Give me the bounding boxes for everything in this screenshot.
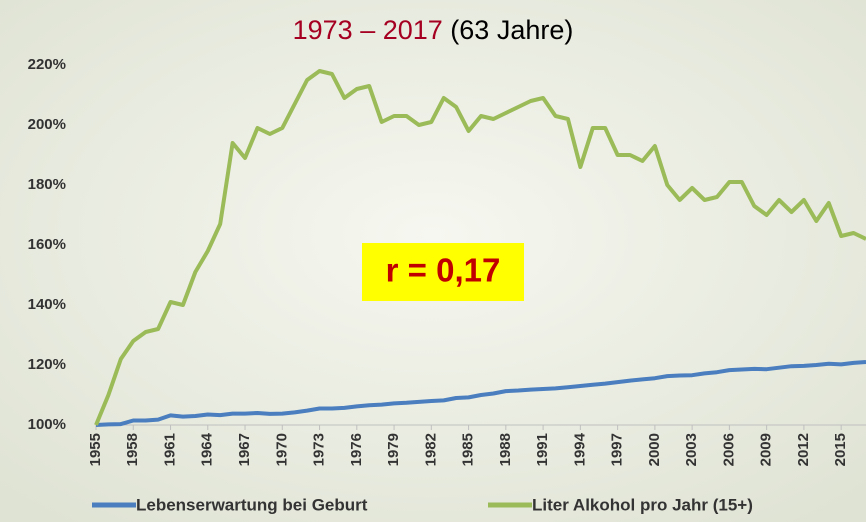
x-tick-label: 2012 [795,433,812,466]
x-tick-label: 2015 [832,433,849,466]
annotation-box [362,243,524,301]
x-tick-label: 1988 [497,433,514,466]
legend-label: Liter Alkohol pro Jahr (15+) [532,495,753,514]
x-tick-label: 2000 [646,433,663,466]
y-tick-label: 200% [28,116,66,133]
y-tick-label: 120% [28,356,66,373]
y-tick-label: 140% [28,296,66,313]
x-tick-label: 2003 [683,433,700,466]
y-tick-label: 160% [28,236,66,253]
x-tick-label: 1958 [124,433,141,466]
chart-title: 1973 – 2017 (63 Jahre) [293,15,574,45]
series-line [94,69,866,426]
x-tick-label: 1970 [273,433,290,466]
x-tick-label: 1964 [199,432,216,466]
x-tick-label: 1997 [609,433,626,466]
series-line [95,360,866,427]
x-tick-label: 1976 [348,433,365,466]
x-tick-label: 1961 [161,433,178,466]
x-tick-label: 1979 [385,433,402,466]
legend-label: Lebenserwartung bei Geburt [136,495,368,514]
annotation: r = 0,17 [386,252,501,289]
x-tick-label: 2009 [758,433,775,466]
y-tick-label: 180% [28,176,66,193]
title-part: 1973 – 2017 [293,15,443,45]
x-tick-label: 1955 [87,433,104,466]
title-part: (63 Jahre) [450,15,573,45]
x-tick-label: 1982 [422,433,439,466]
x-tick-label: 1967 [236,433,253,466]
plot: 100% 120% 140% 160% 180% 200% 220% 1955 1958 1961… [28,56,866,514]
x-tick-label: 1973 [311,433,328,466]
x-tick-label: 1994 [571,432,588,466]
y-tick-label: 100% [28,416,66,433]
x-tick-label: 2006 [720,433,737,466]
x-tick-label: 1991 [534,433,551,466]
x-tick-label: 1985 [460,433,477,466]
y-tick-label: 220% [28,56,66,73]
